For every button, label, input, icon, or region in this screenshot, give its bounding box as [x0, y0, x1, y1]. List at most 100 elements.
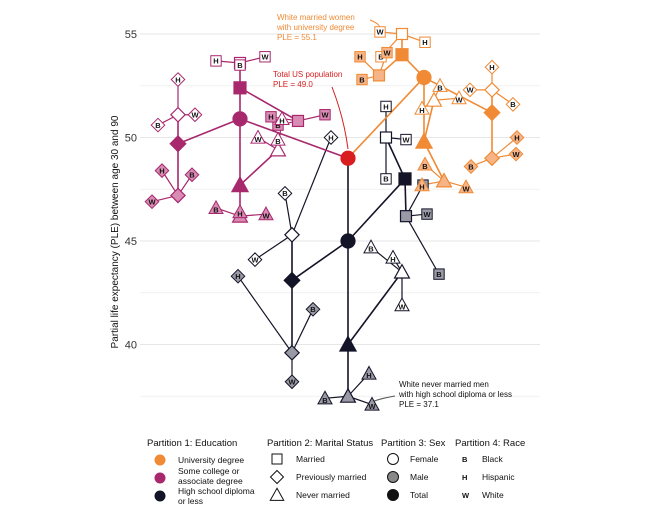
legend: Partition 1: Education University degreeS…: [147, 438, 525, 506]
race-letter: H: [383, 102, 388, 111]
race-node: W: [259, 51, 271, 63]
tree-node: [170, 187, 186, 204]
race-letter: B: [383, 175, 389, 184]
tree-node: [484, 150, 500, 167]
race-node: B: [184, 167, 200, 183]
race-node: B: [234, 59, 246, 71]
race-node-shape: [417, 156, 433, 171]
legend-swatch: [269, 487, 285, 501]
legend-label: High school diploma: [178, 486, 255, 496]
race-node: H: [230, 268, 246, 284]
legend-label: Some college or: [178, 466, 240, 476]
race-node-shape: [400, 133, 412, 146]
annotation-text: White married women: [277, 13, 355, 22]
tree-node: [230, 175, 250, 193]
tree-node: [233, 81, 247, 95]
race-node: H: [419, 36, 431, 48]
tree-edges: [151, 31, 518, 406]
race-node: B: [463, 159, 479, 174]
race-node: H: [380, 100, 392, 113]
race-node: W: [250, 129, 266, 144]
y-tick-label: 45: [125, 236, 137, 248]
tree-node: [435, 172, 453, 188]
race-letter: B: [155, 121, 161, 130]
race-node-shape: [265, 111, 277, 123]
race-node: H: [323, 130, 339, 145]
race-node: B: [380, 173, 392, 185]
race-node-shape: [150, 117, 166, 133]
race-node: H: [154, 163, 170, 179]
race-node: W: [144, 194, 160, 210]
race-node: H: [484, 59, 500, 75]
race-letter: B: [189, 171, 195, 180]
race-node-shape: [230, 268, 246, 284]
race-letter: W: [512, 150, 520, 159]
race-letter: W: [466, 86, 474, 95]
legend-title: Partition 1: Education: [147, 438, 237, 449]
race-node-shape: [509, 130, 525, 145]
race-letter: W: [321, 111, 329, 120]
tree-edge: [239, 118, 349, 159]
tree-edge: [423, 100, 435, 142]
race-node: W: [374, 26, 386, 38]
tree-node: [269, 141, 287, 157]
race-letter: B: [436, 270, 442, 279]
legend-swatch: [387, 489, 399, 501]
race-letter: H: [422, 38, 427, 47]
annotation-text: Total US population: [273, 70, 342, 79]
race-node: W: [458, 179, 474, 194]
race-node-shape: [258, 206, 274, 221]
race-node-shape: [317, 390, 333, 405]
race-letter: B: [213, 205, 219, 214]
legend-swatch: [154, 490, 166, 502]
race-letter: W: [148, 197, 156, 206]
annotation-text: with high school diploma or less: [398, 390, 512, 399]
tree-node: [483, 104, 501, 122]
race-node: W: [284, 374, 300, 390]
race-node-shape: [319, 109, 331, 121]
race-node: H: [170, 72, 186, 88]
race-node: H: [210, 55, 222, 67]
race-node-shape: [463, 159, 479, 174]
race-node: H: [361, 365, 377, 380]
race-node: W: [508, 146, 524, 162]
y-tick-label: 40: [125, 340, 137, 352]
race-node-shape: [259, 51, 271, 63]
race-node: H: [509, 130, 525, 145]
race-node: B: [277, 185, 293, 201]
race-letter: H: [279, 116, 284, 125]
race-node: W: [364, 396, 380, 411]
race-node-shape: [354, 51, 366, 63]
race-letter: W: [402, 135, 410, 144]
tree-edge: [237, 275, 293, 354]
tree-node: [170, 106, 186, 123]
race-letter: B: [437, 83, 443, 92]
tree-node: [284, 226, 300, 243]
tree-node: [425, 91, 443, 107]
race-letter: H: [175, 75, 180, 84]
legend-swatch: [154, 454, 166, 466]
race-letter: W: [462, 185, 470, 194]
tree-node: [232, 111, 248, 127]
race-node-shape: [247, 252, 263, 268]
race-node-shape: [380, 100, 392, 113]
race-node: W: [462, 82, 478, 98]
race-letter: W: [398, 303, 406, 312]
race-node-shape: [208, 199, 224, 214]
race-node-shape: [421, 208, 433, 220]
legend-label: Hispanic: [482, 472, 515, 482]
legend-label: or less: [178, 496, 203, 506]
legend-label: Male: [410, 472, 429, 482]
race-letter: B: [322, 396, 328, 405]
race-node-shape: [363, 239, 379, 254]
tree-edge: [347, 271, 403, 345]
tree-node: [395, 48, 409, 62]
race-letter: H: [328, 133, 333, 142]
race-node-shape: [385, 249, 401, 264]
race-node: W: [381, 46, 393, 59]
race-node: W: [258, 206, 274, 221]
race-node-shape: [433, 268, 445, 280]
race-node: H: [414, 177, 430, 192]
race-node-shape: [508, 146, 524, 162]
